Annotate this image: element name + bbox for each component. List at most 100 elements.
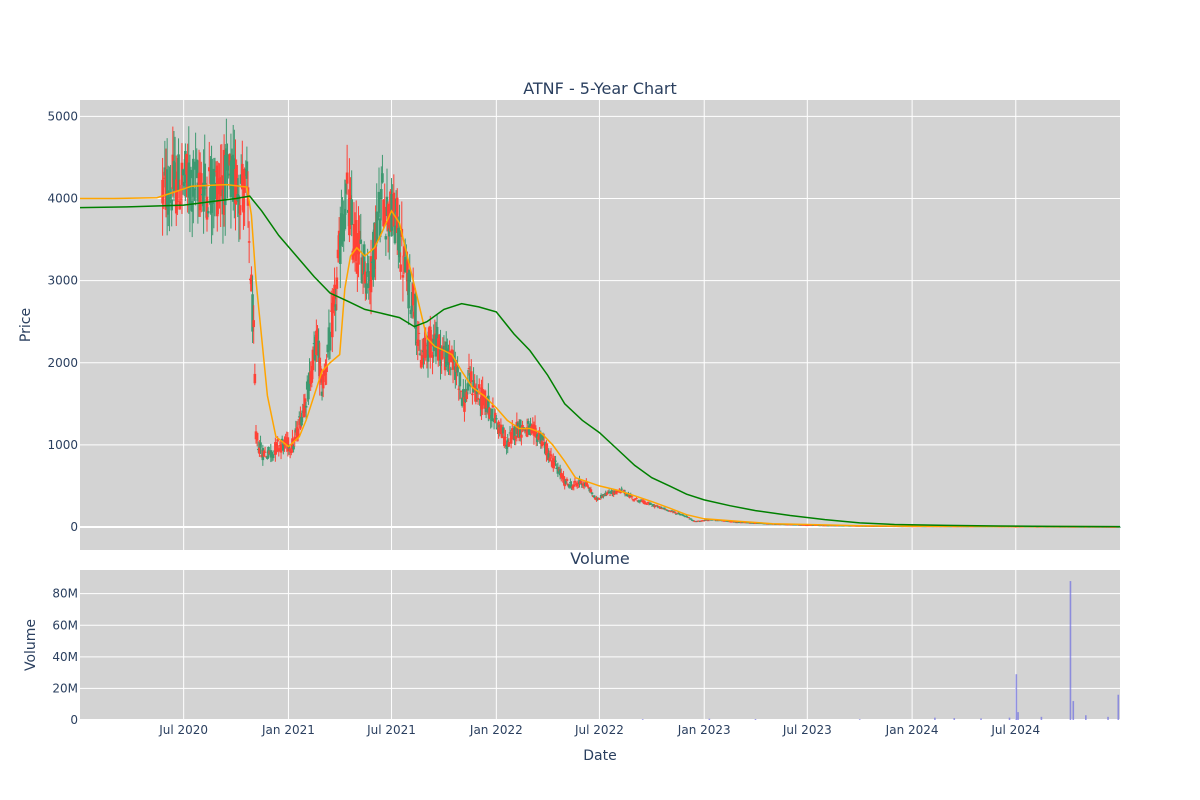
candle-body: [168, 196, 171, 203]
candle-body: [331, 302, 334, 338]
candle-body: [558, 469, 562, 476]
candle-body: [241, 163, 244, 190]
candle-body: [500, 432, 504, 439]
candle-body: [271, 454, 275, 459]
candle-body: [334, 304, 338, 311]
candle-body: [608, 494, 612, 496]
candle-body: [165, 169, 169, 209]
volume-bar: [1008, 717, 1011, 720]
candle-body: [247, 241, 251, 243]
candle-body: [528, 425, 531, 435]
candle-body: [336, 249, 340, 259]
candle-body: [435, 326, 439, 346]
x-axis-title: Date: [583, 748, 616, 764]
candle-body: [440, 350, 443, 360]
volume-y-axis-title: Volume: [23, 619, 39, 671]
candle-body: [335, 277, 339, 289]
candle-body: [575, 482, 579, 487]
price-y-axis-title: Price: [18, 308, 34, 342]
candle-body: [616, 490, 620, 492]
candle-body: [275, 442, 278, 453]
candle-body: [211, 202, 215, 204]
candle-body: [320, 391, 324, 396]
volume-bar: [953, 718, 956, 720]
candle-body: [509, 431, 513, 444]
volume-bar: [1085, 715, 1087, 720]
candle-body: [243, 168, 246, 193]
moving-average-long-line: [79, 195, 1121, 528]
candle-body: [436, 338, 440, 361]
candle-body: [418, 353, 422, 355]
moving-average-short-line: [80, 183, 1121, 528]
volume-bar: [1069, 581, 1072, 720]
candle-body: [598, 498, 602, 500]
candle-body: [383, 206, 387, 224]
candle-body: [255, 432, 259, 441]
candle-body: [457, 388, 461, 390]
candle-body: [365, 283, 368, 294]
volume-bar: [980, 718, 982, 720]
candle-body: [463, 397, 466, 412]
candle-body: [529, 423, 532, 427]
candle-body: [387, 228, 391, 237]
candle-body: [571, 486, 574, 489]
price-grid: [80, 100, 1120, 550]
candle-body: [357, 233, 360, 255]
candle-body: [379, 189, 383, 200]
candle-body: [539, 434, 543, 445]
candle-body: [469, 371, 473, 382]
volume-y-tick-label: 60M: [52, 618, 78, 632]
candle-body: [663, 508, 667, 510]
candle-body: [499, 424, 503, 435]
price-chart-title: ATNF - 5-Year Chart: [523, 79, 677, 98]
candle-body: [311, 349, 315, 371]
candle-body: [678, 513, 682, 515]
candle-body: [471, 393, 474, 396]
candle-body: [381, 173, 384, 183]
candle-body: [465, 392, 469, 399]
candle-body: [200, 173, 203, 190]
candle-body: [198, 172, 202, 211]
candle-body: [600, 496, 604, 498]
candle-body: [189, 169, 193, 179]
candle-body: [290, 450, 293, 453]
candle-body: [252, 320, 256, 328]
candle-body: [513, 426, 516, 441]
candle-body: [267, 446, 270, 454]
x-tick-label: Jul 2022: [574, 723, 624, 737]
candle-body: [605, 493, 609, 495]
candle-body: [202, 182, 205, 212]
candle-body: [288, 448, 292, 452]
candle-body: [291, 438, 294, 450]
candle-body: [473, 385, 476, 390]
candle-body: [262, 450, 266, 457]
candle-body: [161, 179, 164, 204]
candle-body: [649, 503, 653, 505]
candle-body: [442, 345, 446, 350]
x-tick-label: Jan 2021: [261, 723, 315, 737]
candle-body: [206, 211, 210, 214]
candle-body: [326, 344, 330, 353]
candle-body: [477, 384, 481, 389]
volume-plot-area[interactable]: [80, 570, 1120, 720]
candle-body: [423, 338, 426, 359]
candle-body: [395, 197, 399, 233]
candle-body: [317, 340, 320, 363]
candle-body: [416, 339, 420, 346]
candle-body: [670, 510, 674, 512]
candle-body: [590, 492, 594, 494]
volume-bars: [641, 581, 1120, 720]
candle-body: [488, 407, 491, 419]
candle-body: [307, 379, 310, 400]
price-y-tick-label: 5000: [47, 109, 78, 123]
candle-body: [393, 225, 397, 244]
candle-body: [182, 181, 186, 187]
candle-body: [549, 454, 553, 456]
volume-bar: [708, 718, 711, 720]
candle-body: [660, 507, 663, 509]
candle-body: [228, 154, 232, 166]
candle-body: [324, 373, 327, 375]
date-x-axis: Jul 2020 Jan 2021 Jul 2021 Jan 2022 Jul 2022…: [158, 723, 1040, 737]
candle-body: [612, 491, 615, 495]
candle-body: [639, 499, 643, 501]
